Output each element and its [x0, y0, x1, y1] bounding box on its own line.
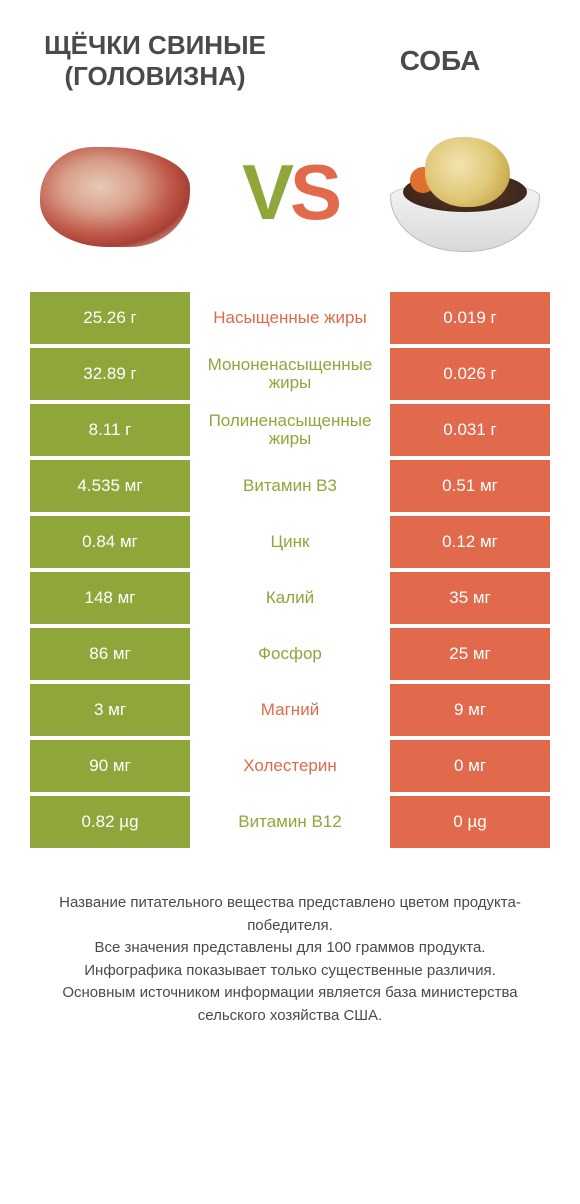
table-row: 0.82 µgВитамин В120 µg [30, 796, 550, 848]
left-value: 148 мг [30, 572, 190, 624]
left-value: 90 мг [30, 740, 190, 792]
pork-cheek-icon [40, 137, 190, 247]
right-value: 35 мг [390, 572, 550, 624]
nutrient-label: Магний [190, 684, 390, 736]
table-row: 0.84 мгЦинк0.12 мг [30, 516, 550, 568]
right-value: 25 мг [390, 628, 550, 680]
left-value: 0.84 мг [30, 516, 190, 568]
nutrient-label: Насыщенные жиры [190, 292, 390, 344]
header: ЩЁЧКИ СВИНЫЕ (ГОЛОВИЗНА) СОБА [0, 0, 580, 102]
left-value: 32.89 г [30, 348, 190, 400]
left-value: 25.26 г [30, 292, 190, 344]
left-value: 8.11 г [30, 404, 190, 456]
nutrient-table: 25.26 гНасыщенные жиры0.019 г32.89 гМоно… [0, 292, 580, 848]
table-row: 8.11 гПолиненасыщенные жиры0.031 г [30, 404, 550, 456]
right-value: 0.51 мг [390, 460, 550, 512]
footnote-line: Название питательного вещества представл… [30, 892, 550, 937]
right-value: 9 мг [390, 684, 550, 736]
table-row: 32.89 гМононенасыщенные жиры0.026 г [30, 348, 550, 400]
footnote-line: Основным источником информации является … [30, 982, 550, 1027]
nutrient-label: Калий [190, 572, 390, 624]
food-image-right [380, 122, 550, 262]
table-row: 148 мгКалий35 мг [30, 572, 550, 624]
nutrient-label: Полиненасыщенные жиры [190, 404, 390, 456]
right-value: 0.12 мг [390, 516, 550, 568]
table-row: 86 мгФосфор25 мг [30, 628, 550, 680]
right-value: 0.031 г [390, 404, 550, 456]
right-value: 0 мг [390, 740, 550, 792]
vs-label: VS [242, 153, 338, 231]
nutrient-label: Холестерин [190, 740, 390, 792]
table-row: 90 мгХолестерин0 мг [30, 740, 550, 792]
right-value: 0.026 г [390, 348, 550, 400]
food-image-left [30, 122, 200, 262]
right-value: 0 µg [390, 796, 550, 848]
nutrient-label: Мононенасыщенные жиры [190, 348, 390, 400]
nutrient-label: Цинк [190, 516, 390, 568]
nutrient-label: Витамин В3 [190, 460, 390, 512]
soba-bowl-icon [385, 132, 545, 252]
title-right: СОБА [340, 44, 540, 78]
left-value: 86 мг [30, 628, 190, 680]
footnote-line: Инфографика показывает только существенн… [30, 960, 550, 983]
right-value: 0.019 г [390, 292, 550, 344]
left-value: 3 мг [30, 684, 190, 736]
footnote-text: Название питательного вещества представл… [0, 852, 580, 1027]
left-value: 4.535 мг [30, 460, 190, 512]
table-row: 4.535 мгВитамин В30.51 мг [30, 460, 550, 512]
left-value: 0.82 µg [30, 796, 190, 848]
vs-v: V [242, 148, 290, 236]
title-left: ЩЁЧКИ СВИНЫЕ (ГОЛОВИЗНА) [40, 30, 270, 92]
nutrient-label: Фосфор [190, 628, 390, 680]
table-row: 3 мгМагний9 мг [30, 684, 550, 736]
vs-s: S [290, 148, 338, 236]
table-row: 25.26 гНасыщенные жиры0.019 г [30, 292, 550, 344]
hero-row: VS [0, 102, 580, 292]
footnote-line: Все значения представлены для 100 граммо… [30, 937, 550, 960]
nutrient-label: Витамин В12 [190, 796, 390, 848]
